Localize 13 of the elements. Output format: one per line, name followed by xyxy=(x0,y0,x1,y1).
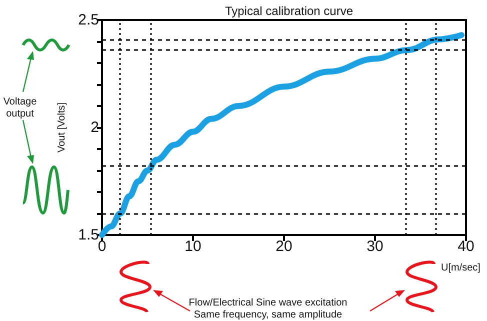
y-tick-label: 2.5 xyxy=(78,12,99,28)
chart-title: Typical calibration curve xyxy=(224,4,354,18)
text: Voltage output xyxy=(3,96,38,120)
y-tick-label: 1.5 xyxy=(78,226,99,244)
y-tick-label: 2 xyxy=(90,119,99,136)
text: Flow/Electrical Sine wave excitation Same frequency, same amplitude xyxy=(188,298,348,320)
x-tick-label: 10 xyxy=(184,238,202,255)
x-axis-title: U[m/sec] xyxy=(441,262,481,274)
x-tick-label: 30 xyxy=(366,238,384,255)
x-tick-label: 20 xyxy=(276,238,292,255)
x-tick-label: 0 xyxy=(98,238,106,255)
x-tick-label: 40 xyxy=(458,238,474,255)
y-axis-title: Vout [Volts] xyxy=(56,102,68,153)
